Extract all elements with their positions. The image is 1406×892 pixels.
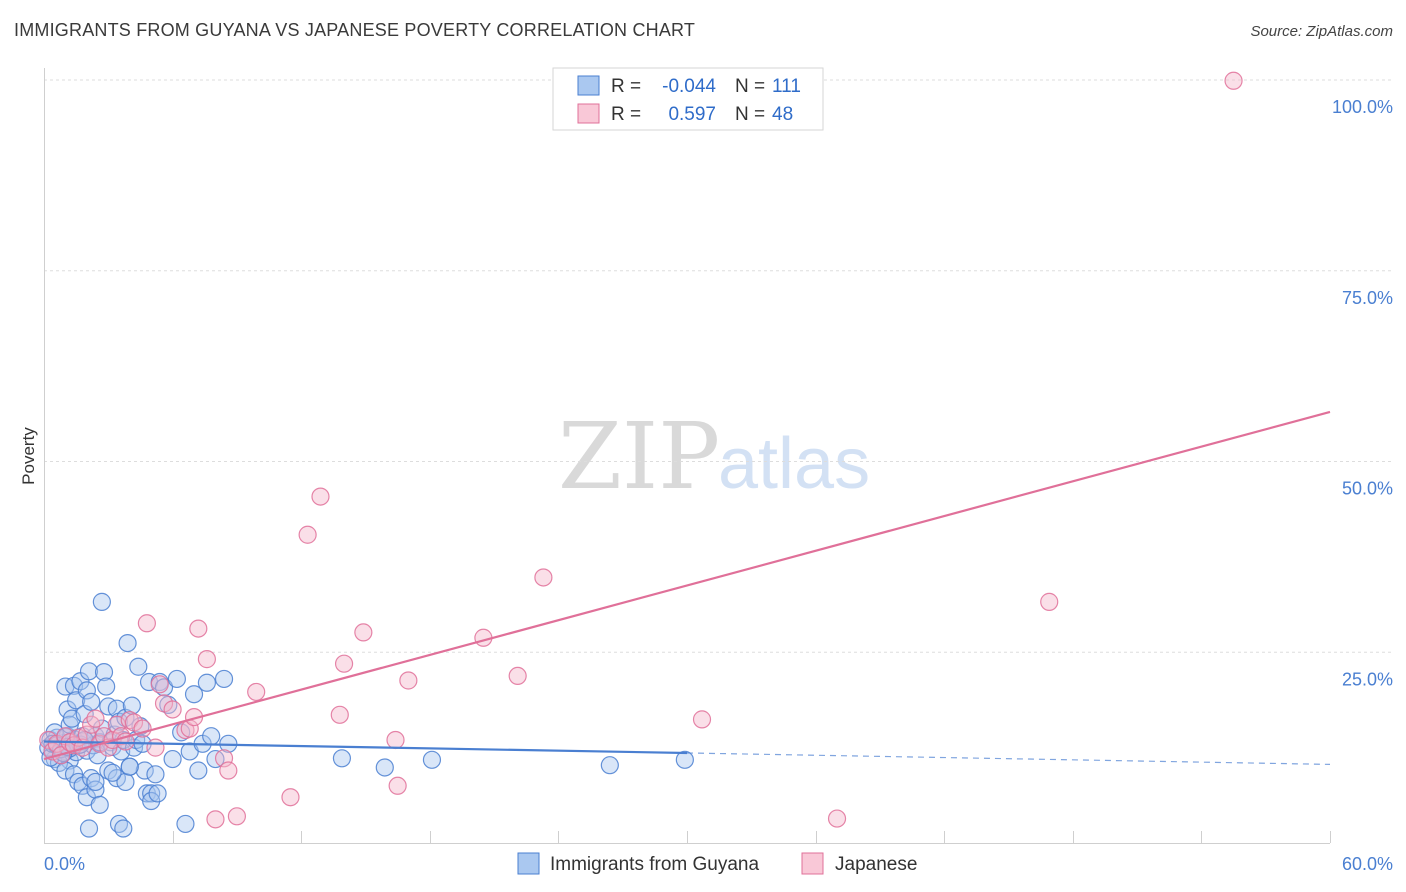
japanese-point	[334, 654, 354, 673]
guyana-point	[202, 727, 221, 746]
watermark: ZIP atlas	[558, 403, 870, 510]
y-tick-label-50: 50.0%	[1342, 479, 1393, 499]
japanese-point	[163, 700, 182, 719]
guyana-point	[77, 681, 96, 700]
japanese-point	[354, 623, 373, 642]
guyana-point	[79, 819, 99, 838]
legend-n-value-2: 48	[772, 104, 793, 125]
japanese-point	[146, 738, 165, 757]
japanese-point	[827, 809, 847, 828]
japanese-point	[298, 525, 317, 544]
guyana-point	[120, 757, 139, 776]
legend-r-label-1: R =	[611, 76, 641, 97]
japanese-point	[508, 666, 527, 686]
guyana-point	[600, 756, 619, 775]
guyana-point	[675, 750, 694, 769]
guyana-point	[114, 819, 133, 838]
trendlines	[43, 410, 1331, 766]
gridlines	[44, 79, 1392, 653]
x-tick-label-min: 0.0%	[44, 854, 85, 874]
bottom-legend-swatch-guyana	[517, 852, 540, 875]
guyana-point	[94, 662, 114, 682]
japanese-point	[150, 675, 169, 694]
guyana-point	[332, 749, 352, 768]
japanese-point	[197, 650, 216, 669]
y-tick-labels: 25.0% 50.0% 75.0% 100.0%	[1332, 97, 1393, 689]
guyana-point	[184, 685, 204, 704]
japanese-point	[39, 730, 58, 750]
y-axis-label: Poverty	[19, 427, 38, 485]
guyana-trendline	[43, 740, 688, 755]
japanese-point	[388, 776, 407, 795]
japanese-trendline	[43, 410, 1331, 761]
guyana-point	[146, 765, 165, 784]
japanese-point	[534, 568, 553, 587]
japanese-point	[386, 730, 405, 750]
guyana-point	[142, 791, 161, 811]
guyana-point	[375, 758, 394, 777]
japanese-point	[206, 810, 225, 829]
y-tick-label-25: 25.0%	[1342, 669, 1393, 689]
japanese-point	[189, 619, 208, 638]
guyana-point	[79, 662, 99, 681]
guyana-point	[103, 763, 122, 782]
guyana-point	[129, 657, 148, 676]
legend-swatch-japanese	[577, 103, 600, 124]
guyana-point	[97, 677, 116, 696]
legend-r-value-1: -0.044	[662, 76, 716, 97]
guyana-point	[163, 749, 182, 769]
bottom-legend-label-japanese: Japanese	[835, 854, 917, 875]
bottom-legend-label-guyana: Immigrants from Guyana	[550, 854, 759, 875]
legend-n-label-2: N =	[735, 104, 765, 125]
japanese-point	[311, 487, 330, 506]
japanese-point	[692, 710, 712, 729]
japanese-point	[281, 788, 300, 807]
stats-legend: R = -0.044 N = 111 R = 0.597 N = 48	[552, 67, 824, 131]
axes	[44, 68, 1330, 844]
japanese-point	[1040, 592, 1059, 611]
chart-title: IMMIGRANTS FROM GUYANA VS JAPANESE POVER…	[14, 20, 696, 40]
legend-r-value-2: 0.597	[668, 104, 716, 125]
x-minor-ticks	[44, 831, 1331, 843]
legend-r-label-2: R =	[611, 104, 641, 125]
guyana-point	[189, 761, 208, 780]
guyana-point	[167, 669, 186, 689]
japanese-point	[247, 682, 266, 702]
legend-n-value-1: 111	[772, 76, 801, 97]
bottom-legend-swatch-japanese	[801, 852, 824, 875]
watermark-atlas: atlas	[718, 424, 870, 504]
guyana-point	[86, 772, 105, 792]
japanese-point	[219, 761, 238, 780]
japanese-point	[227, 807, 246, 826]
japanese-point	[86, 709, 105, 728]
guyana-point	[90, 795, 109, 814]
guyana-point	[214, 669, 234, 689]
watermark-zip: ZIP	[558, 403, 720, 510]
guyana-point	[197, 673, 216, 692]
guyana-point	[135, 761, 154, 780]
guyana-point	[176, 814, 195, 834]
series-legend: Immigrants from Guyana Japanese	[517, 852, 917, 875]
y-tick-label-100: 100.0%	[1332, 97, 1393, 117]
japanese-point	[330, 705, 349, 724]
series-japanese-points	[39, 71, 1243, 829]
japanese-point	[1224, 71, 1243, 90]
legend-n-label-1: N =	[735, 76, 765, 97]
source-credit: Source: ZipAtlas.com	[1250, 23, 1393, 40]
x-tick-label-max: 60.0%	[1342, 854, 1393, 874]
guyana-point	[92, 592, 111, 611]
guyana-point	[148, 784, 167, 803]
guyana-trendline-extension	[686, 752, 1331, 766]
guyana-point	[422, 750, 442, 769]
legend-swatch-guyana	[577, 75, 600, 96]
japanese-point	[137, 614, 156, 633]
guyana-point	[82, 692, 101, 711]
guyana-point	[142, 784, 161, 803]
y-tick-label-75: 75.0%	[1342, 288, 1393, 308]
guyana-point	[118, 633, 137, 653]
japanese-point	[399, 671, 418, 690]
